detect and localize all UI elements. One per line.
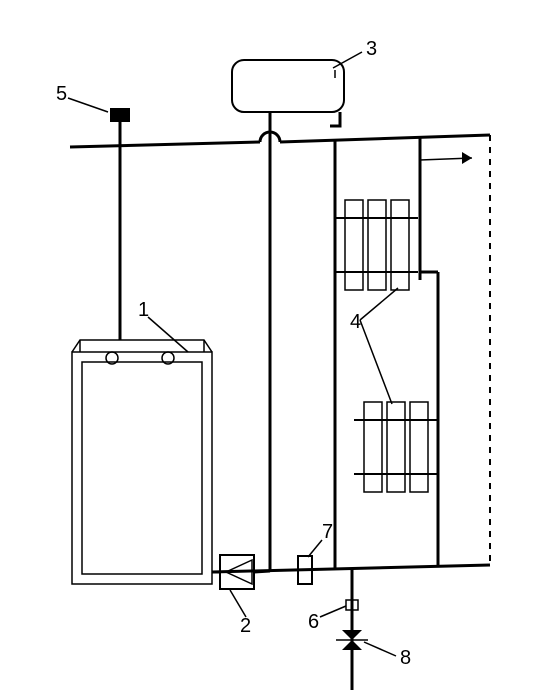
leader-4 bbox=[360, 288, 398, 404]
leader-1 bbox=[148, 317, 188, 352]
label-1: 1 bbox=[138, 299, 149, 321]
label-5: 5 bbox=[56, 83, 67, 105]
expansion-tank bbox=[232, 60, 344, 142]
supply-header-left bbox=[70, 142, 260, 147]
label-2: 2 bbox=[240, 615, 251, 637]
leader-2 bbox=[230, 590, 246, 617]
label-4: 4 bbox=[350, 311, 361, 333]
flow-arrow bbox=[420, 152, 472, 164]
leader-7 bbox=[308, 540, 322, 557]
radiator-lower bbox=[354, 402, 438, 492]
label-8: 8 bbox=[400, 647, 411, 669]
supply-header-right bbox=[280, 135, 490, 142]
radiator-upper bbox=[335, 200, 418, 290]
label-6: 6 bbox=[308, 611, 319, 633]
leader-6 bbox=[320, 606, 346, 617]
label-7: 7 bbox=[322, 521, 333, 543]
boiler bbox=[72, 340, 212, 584]
label-3: 3 bbox=[366, 38, 377, 60]
shutoff-valve bbox=[336, 630, 368, 650]
leader-5 bbox=[68, 98, 108, 112]
leader-3 bbox=[333, 52, 362, 68]
air-vent bbox=[110, 108, 130, 122]
leader-8 bbox=[364, 642, 396, 656]
